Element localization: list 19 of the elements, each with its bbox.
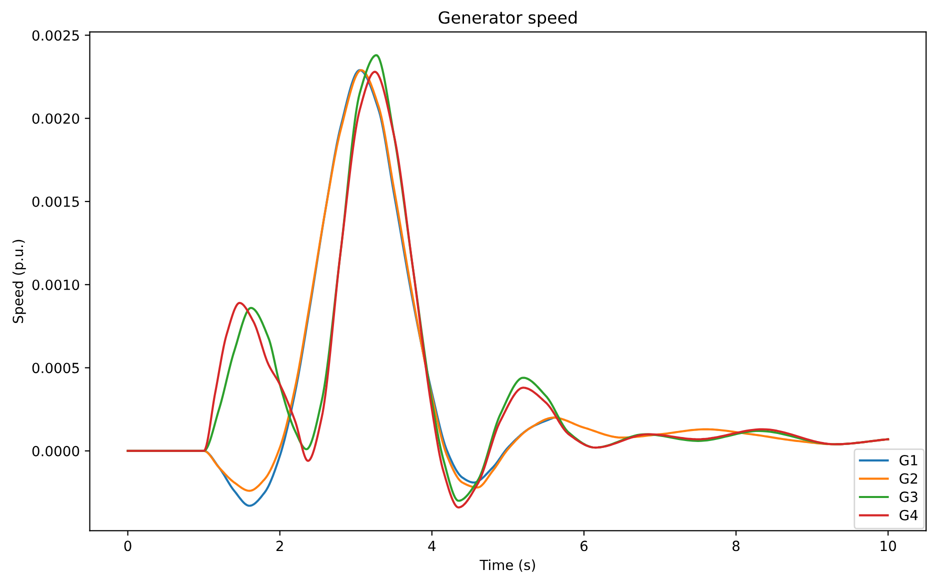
y-tick-label: 0.0010 <box>32 280 80 290</box>
legend-label: G3 <box>900 492 918 502</box>
y-tick-label: 0.0015 <box>32 196 79 207</box>
y-axis-title: Speed (p.u.) <box>12 240 26 324</box>
x-tick-label: 10 <box>880 540 896 552</box>
y-tick-label: 0.0000 <box>32 446 80 456</box>
x-tick-label: 4 <box>428 540 436 551</box>
legend-label: G4 <box>900 510 918 520</box>
x-tick-label: 0 <box>124 540 132 552</box>
x-tick-label: 8 <box>732 540 740 552</box>
y-tick-label: 0.0025 <box>32 30 79 41</box>
x-axis-title: Time (s) <box>480 559 535 572</box>
legend-label: G2 <box>900 473 918 484</box>
y-tick-label: 0.0020 <box>32 113 80 124</box>
x-tick-label: 2 <box>276 540 283 551</box>
x-tick-label: 6 <box>580 540 588 552</box>
y-tick-label: 0.0005 <box>32 362 79 374</box>
chart-title: Generator speed <box>438 10 577 28</box>
legend-label: G1 <box>900 454 918 466</box>
